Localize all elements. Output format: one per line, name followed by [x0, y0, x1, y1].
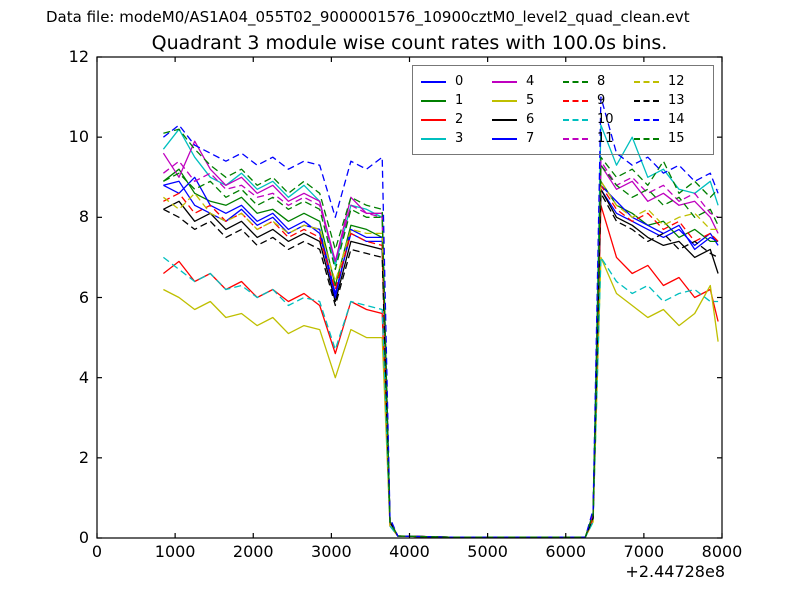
legend-item-8: 8: [563, 74, 634, 89]
legend-line-sample: [563, 99, 588, 102]
x-axis-offset-label: +2.44728e8: [625, 562, 725, 581]
legend-item-7: 7: [492, 131, 563, 146]
y-tick-label: 2: [78, 447, 89, 467]
legend-item-label: 6: [526, 112, 535, 127]
legend-line-sample: [421, 137, 446, 140]
legend-item-9: 9: [563, 93, 634, 108]
series-line-3: [162, 124, 719, 538]
legend-item-label: 12: [668, 74, 685, 89]
x-tick-label: 2000: [232, 542, 274, 561]
legend-line-sample: [421, 80, 446, 83]
legend-line-sample: [634, 118, 659, 121]
legend-line-sample: [492, 80, 517, 83]
legend-item-label: 7: [526, 131, 535, 146]
legend-item-label: 8: [597, 74, 606, 89]
legend-item-3: 3: [421, 131, 492, 146]
legend-line-sample: [563, 80, 588, 83]
legend-item-12: 12: [634, 74, 705, 89]
y-tick-label: 10: [68, 127, 89, 147]
legend-item-10: 10: [563, 112, 634, 127]
series-line-6: [163, 188, 719, 538]
series-line-2: [163, 204, 719, 538]
legend-line-sample: [634, 137, 659, 140]
legend-line-sample: [563, 118, 588, 121]
legend-item-13: 13: [634, 93, 705, 108]
y-tick-label: 0: [78, 528, 89, 547]
x-tick-label: 0: [91, 542, 103, 561]
legend-line-sample: [492, 99, 517, 102]
series-line-13: [163, 192, 719, 538]
chart-title: Quadrant 3 module wise count rates with …: [151, 32, 668, 54]
legend-item-15: 15: [634, 131, 705, 146]
legend-line-sample: [563, 137, 588, 140]
legend-line-sample: [492, 118, 517, 121]
legend-item-label: 10: [597, 112, 614, 127]
y-tick-label: 4: [78, 367, 89, 387]
series-line-11: [163, 160, 719, 538]
x-tick-label: 5000: [467, 542, 508, 561]
legend-item-6: 6: [492, 112, 563, 127]
legend-item-label: 13: [668, 93, 685, 108]
x-tick-label: 7000: [623, 542, 665, 561]
series-line-5: [163, 256, 719, 538]
legend-item-1: 1: [421, 93, 492, 108]
legend-item-label: 11: [597, 131, 614, 146]
legend-item-label: 3: [455, 131, 464, 146]
legend-item-4: 4: [492, 74, 563, 89]
legend: 0 1 2 3 4 5 6 7 8 9 10 11 12 13 14 15: [412, 65, 714, 155]
legend-item-11: 11: [563, 131, 634, 146]
series-line-14: [163, 96, 719, 538]
series-line-9: [163, 184, 719, 538]
legend-item-0: 0: [421, 74, 492, 89]
x-tick-label: 8000: [701, 542, 743, 561]
series-line-10: [163, 256, 719, 538]
series-line-12: [163, 180, 719, 538]
series-line-1: [163, 168, 719, 538]
x-tick-label: 6000: [545, 542, 587, 561]
legend-item-label: 1: [455, 93, 464, 108]
y-tick-label: 6: [78, 287, 89, 307]
legend-item-label: 9: [597, 93, 606, 108]
y-tick-label: 8: [78, 207, 89, 227]
series-line-4: [162, 140, 719, 538]
legend-line-sample: [634, 99, 659, 102]
legend-line-sample: [492, 137, 517, 140]
x-tick-label: 4000: [389, 542, 430, 561]
legend-item-14: 14: [634, 112, 705, 127]
legend-item-label: 15: [668, 131, 685, 146]
data-file-label: Data file: modeM0/AS1A04_055T02_90000015…: [46, 8, 690, 26]
legend-item-label: 2: [455, 112, 464, 127]
legend-item-2: 2: [421, 112, 492, 127]
legend-line-sample: [421, 99, 446, 102]
legend-item-label: 0: [455, 74, 464, 89]
series-line-15: [163, 164, 719, 538]
y-tick-label: 12: [68, 47, 89, 66]
x-tick-label: 3000: [311, 542, 352, 561]
legend-item-label: 5: [526, 93, 535, 108]
series-line-8: [163, 128, 719, 538]
legend-item-label: 4: [526, 74, 535, 89]
x-tick-label: 1000: [154, 542, 196, 561]
legend-line-sample: [634, 80, 659, 83]
legend-item-label: 14: [668, 112, 685, 127]
legend-item-5: 5: [492, 93, 563, 108]
legend-line-sample: [421, 118, 446, 121]
